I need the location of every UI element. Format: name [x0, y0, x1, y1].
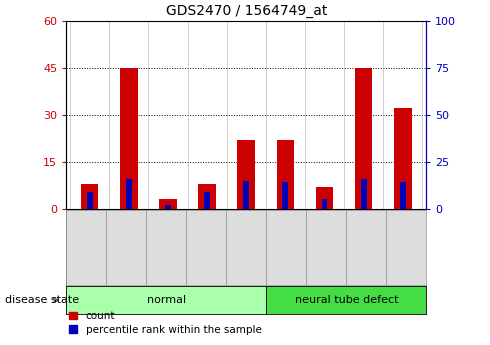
Bar	[87, 192, 93, 209]
Bar	[394, 108, 412, 209]
Bar	[355, 68, 372, 209]
Bar	[159, 199, 177, 209]
Bar	[276, 140, 294, 209]
Bar	[165, 205, 171, 209]
Bar	[400, 183, 406, 209]
Bar	[361, 179, 367, 209]
Bar	[316, 187, 333, 209]
Bar	[238, 140, 255, 209]
Bar	[126, 179, 132, 209]
Text: disease state: disease state	[5, 295, 79, 305]
Title: GDS2470 / 1564749_at: GDS2470 / 1564749_at	[166, 4, 327, 18]
Bar	[321, 199, 327, 209]
Bar	[81, 184, 98, 209]
Legend: count, percentile rank within the sample: count, percentile rank within the sample	[69, 312, 262, 335]
Text: neural tube defect: neural tube defect	[294, 295, 398, 305]
Bar	[120, 68, 138, 209]
Text: normal: normal	[147, 295, 186, 305]
Bar	[198, 184, 216, 209]
Bar	[204, 192, 210, 209]
Bar	[282, 183, 288, 209]
Bar	[244, 180, 249, 209]
